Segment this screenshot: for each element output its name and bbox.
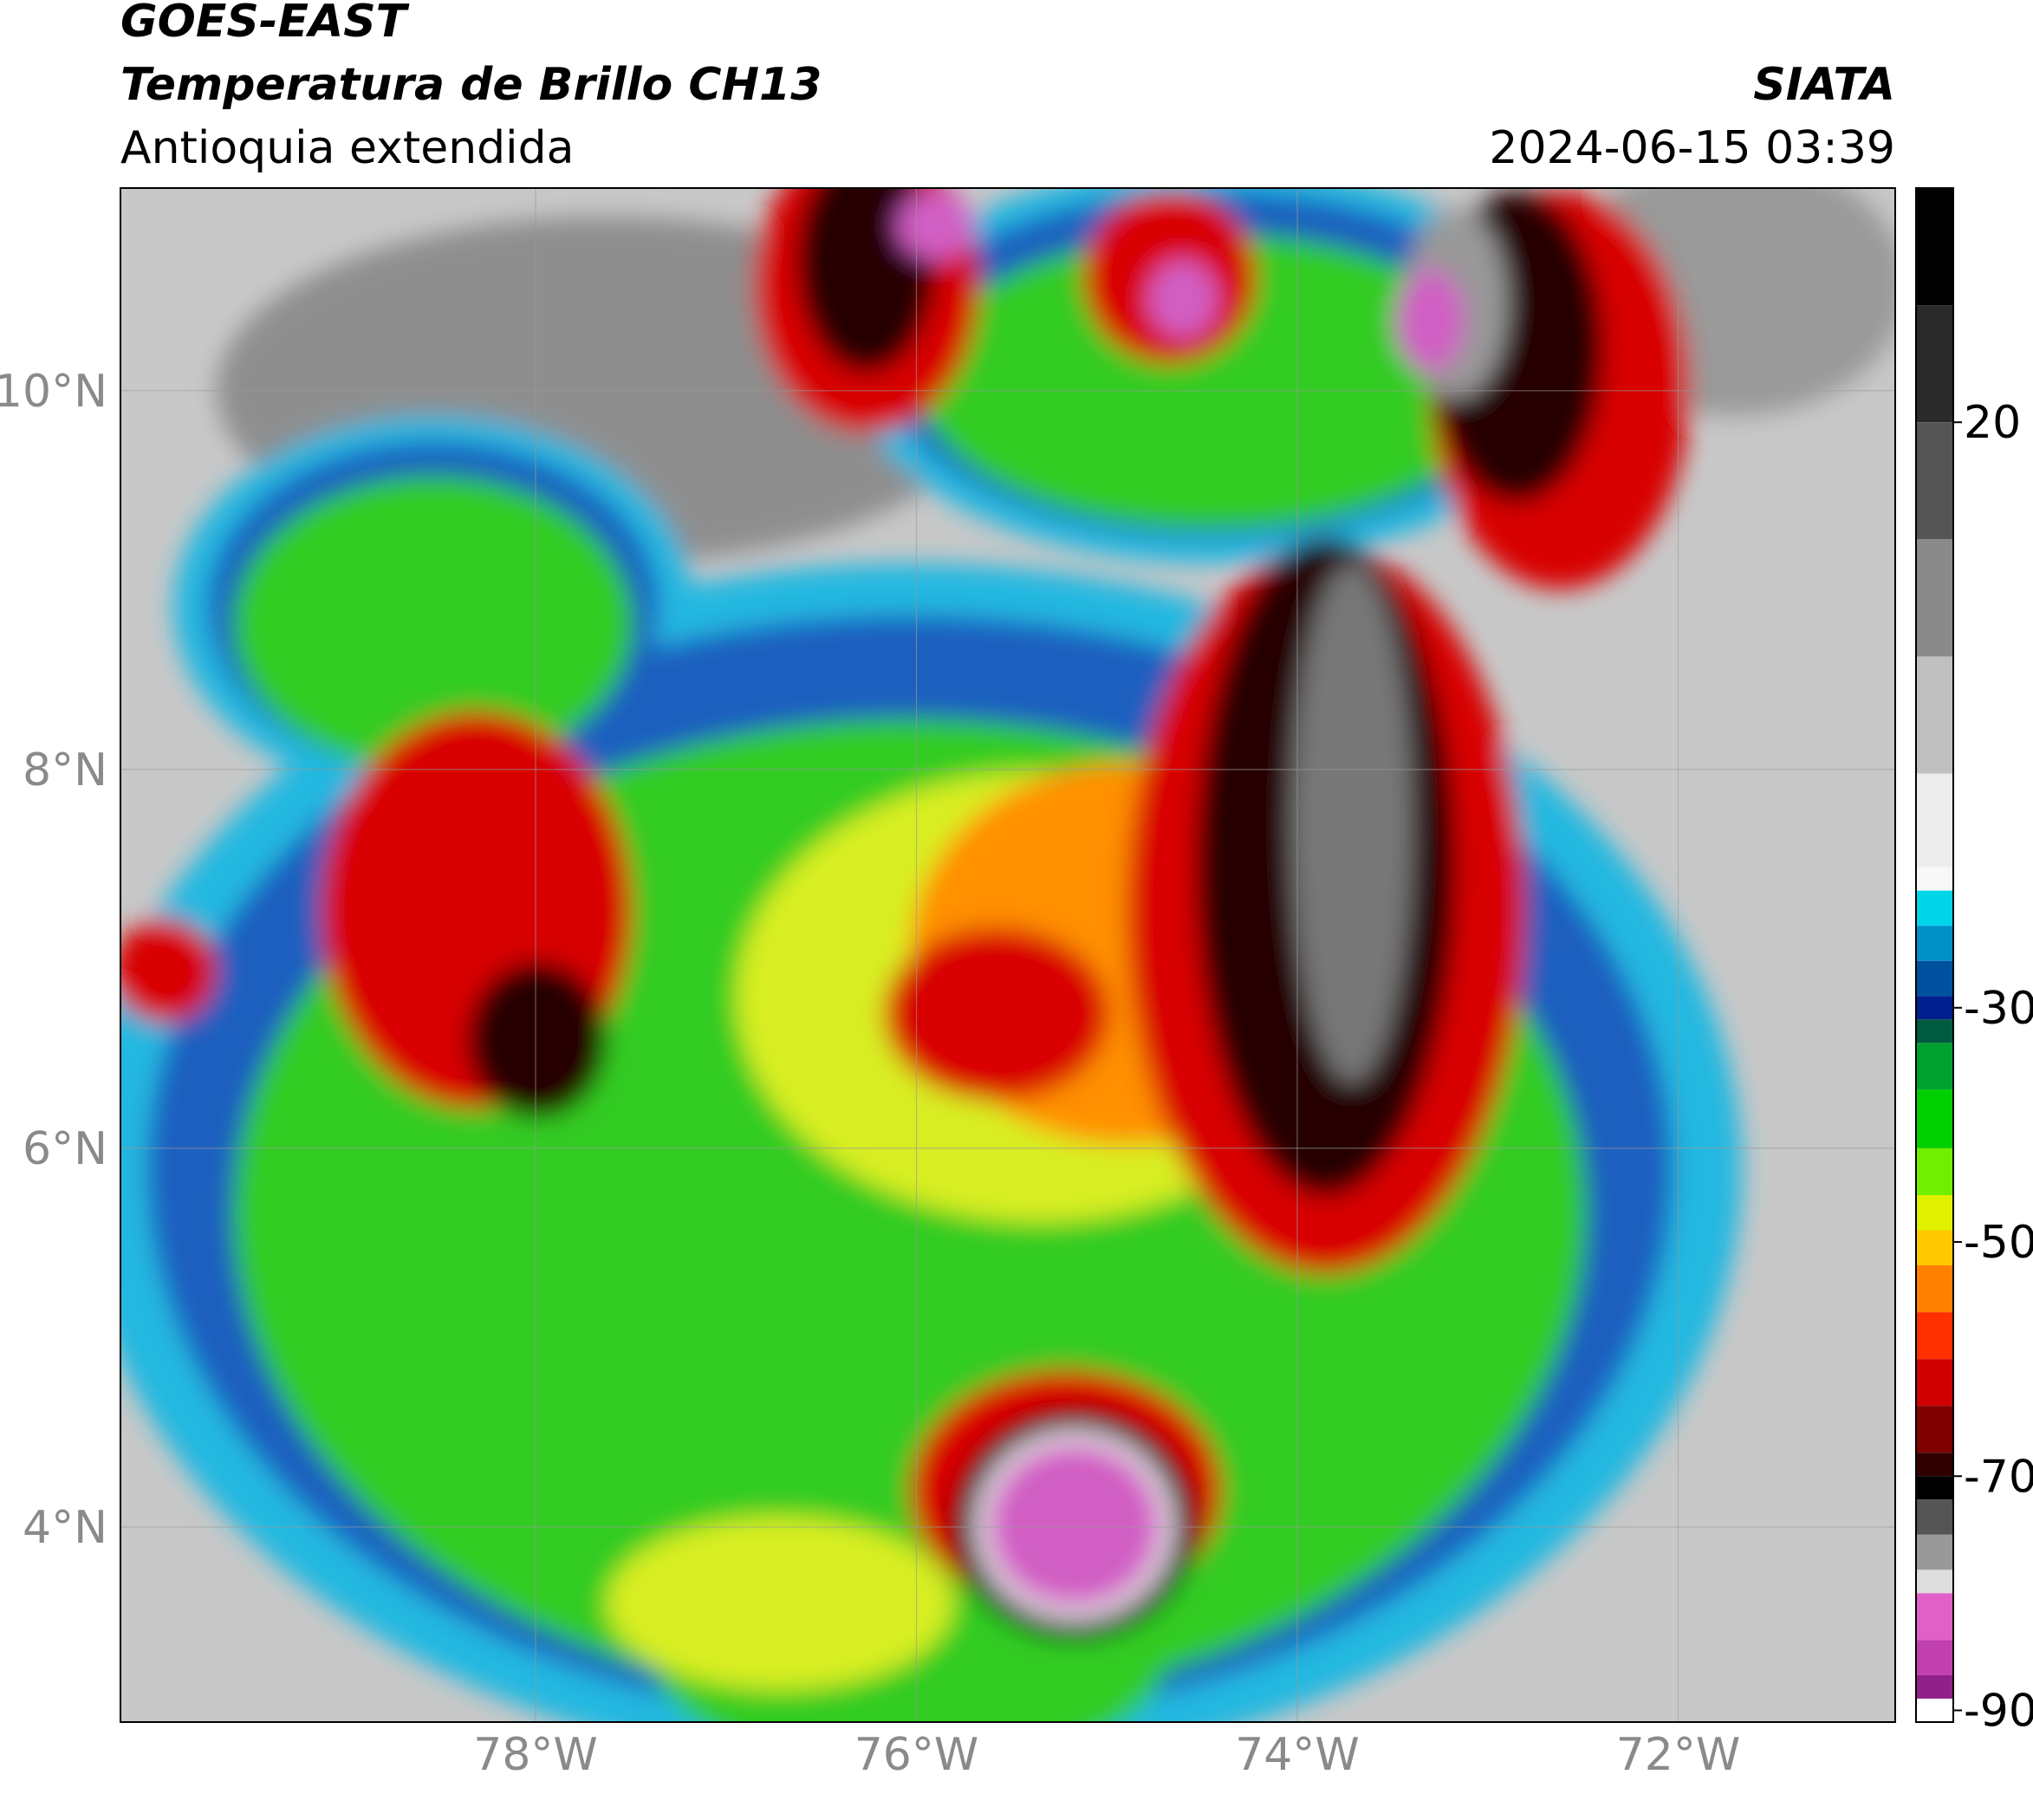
colorbar-segment — [1916, 1406, 1953, 1453]
colorbar-segment — [1916, 1698, 1953, 1722]
region: Antioquia extendida — [120, 122, 575, 174]
source: SIATA — [1753, 59, 1895, 111]
x-tick-label: 78°W — [473, 1729, 598, 1781]
colorbar-segment — [1916, 1265, 1953, 1313]
colorbar-segment — [1916, 1453, 1953, 1477]
colorbar-label: -90 — [1964, 1685, 2033, 1737]
colorbar-segment — [1916, 305, 1953, 423]
colorbar-segment — [1916, 422, 1953, 540]
colorbar-segment — [1916, 539, 1953, 657]
colorbar-label: -70 — [1964, 1451, 2033, 1503]
colorbar-segment — [1916, 1570, 1953, 1594]
x-tick-label: 76°W — [854, 1729, 979, 1781]
colorbar-frame — [1915, 187, 1954, 1723]
colorbar-label: 20 — [1964, 397, 2021, 449]
subtitle: Temperatura de Brillo CH13 — [120, 59, 822, 111]
colorbar-label: -50 — [1964, 1217, 2033, 1269]
colorbar-segment — [1916, 1499, 1953, 1535]
colorbar-label: -30 — [1964, 983, 2033, 1035]
colorbar-segment — [1916, 1089, 1953, 1148]
colorbar-segment — [1916, 656, 1953, 774]
colorbar-segment — [1916, 1312, 1953, 1360]
datetime: 2024-06-15 03:39 — [1489, 122, 1895, 174]
colorbar-segment — [1916, 1359, 1953, 1407]
y-tick-label: 10°N — [0, 366, 107, 418]
colorbar-segment — [1916, 1230, 1953, 1266]
colorbar-segment — [1916, 960, 1953, 997]
map-frame — [120, 187, 1896, 1723]
colorbar-segment — [1916, 1640, 1953, 1675]
grid — [120, 188, 1895, 1722]
y-tick-label: 4°N — [23, 1502, 107, 1554]
satellite-image — [120, 188, 1895, 1722]
colorbar-segment — [1916, 1019, 1953, 1043]
colorbar-segment — [1916, 926, 1953, 961]
x-tick-label: 72°W — [1616, 1729, 1741, 1781]
colorbar-segment — [1916, 1534, 1953, 1570]
colorbar-segment — [1916, 890, 1953, 926]
colorbar-segment — [1916, 1593, 1953, 1641]
y-tick-label: 6°N — [23, 1123, 107, 1175]
y-tick-label: 8°N — [23, 744, 107, 796]
colorbar-segment — [1916, 1476, 1953, 1500]
colorbar-segment — [1916, 996, 1953, 1020]
colorbar-segment — [1916, 188, 1953, 306]
colorbar-segment — [1916, 1674, 1953, 1699]
colorbar: 20 -30 -50 -70 -90 — [1915, 187, 2033, 1737]
colorbar-segment — [1916, 1043, 1953, 1090]
colorbar-segment — [1916, 1194, 1953, 1231]
title: GOES-EAST — [120, 0, 410, 48]
colorbar-segment — [1916, 773, 1953, 868]
x-tick-label: 74°W — [1235, 1729, 1360, 1781]
colorbar-segment — [1916, 1147, 1953, 1195]
colorbar-segment — [1916, 867, 1953, 891]
